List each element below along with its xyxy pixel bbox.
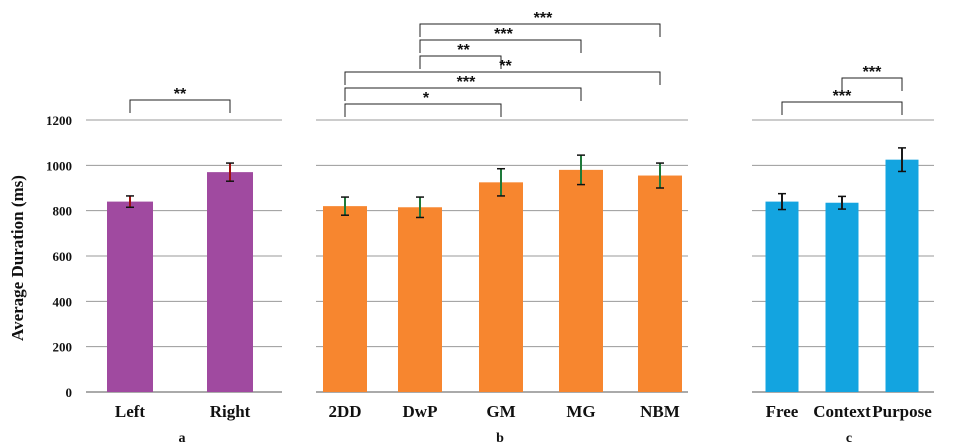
bar [638, 175, 682, 392]
category-label: Free [766, 402, 799, 421]
bar [765, 201, 799, 392]
category-label: Left [115, 402, 146, 421]
category-label: DwP [403, 402, 438, 421]
y-tick-label: 800 [53, 204, 73, 219]
panel-label: b [496, 431, 504, 446]
bar [207, 172, 253, 392]
significance-label: *** [457, 74, 476, 91]
y-tick-label: 200 [53, 340, 73, 355]
significance-bracket [419, 23, 661, 37]
significance-label: ** [457, 42, 470, 59]
significance-label: *** [863, 64, 882, 81]
category-label: Purpose [872, 402, 932, 421]
y-tick-label: 1000 [46, 158, 72, 173]
significance-bracket [781, 101, 903, 115]
y-tick-label: 1200 [46, 113, 72, 128]
y-tick-label: 600 [53, 249, 73, 264]
significance-bracket [419, 55, 502, 69]
significance-label: *** [494, 26, 513, 43]
bar [885, 159, 919, 392]
bar [398, 207, 442, 392]
significance-bracket [419, 39, 582, 53]
significance-label: ** [499, 58, 512, 75]
bar [479, 182, 523, 392]
significance-label: *** [534, 10, 553, 27]
significance-label: * [423, 90, 430, 107]
significance-bracket [841, 77, 903, 91]
bar [107, 201, 153, 392]
bar [825, 202, 859, 392]
significance-bracket [344, 71, 661, 85]
category-label: NBM [640, 402, 680, 421]
significance-bracket [344, 103, 502, 117]
category-label: 2DD [328, 402, 361, 421]
y-tick-label: 0 [66, 385, 73, 400]
category-label: Right [210, 402, 251, 421]
panel-label: c [846, 431, 852, 446]
significance-bracket [129, 99, 231, 113]
y-tick-label: 400 [53, 294, 73, 309]
bar [323, 206, 367, 392]
significance-label: ** [174, 86, 187, 103]
significance-bracket [344, 87, 582, 101]
category-label: MG [566, 402, 595, 421]
bar [559, 169, 603, 392]
category-label: GM [486, 402, 515, 421]
category-label: Context [813, 402, 871, 421]
significance-label: *** [833, 88, 852, 105]
y-axis-title: Average Duration (ms) [8, 175, 27, 341]
panel-label: a [179, 431, 186, 446]
